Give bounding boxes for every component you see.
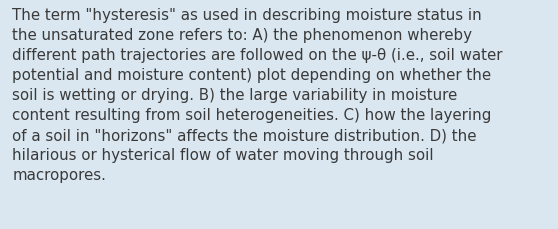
Text: The term "hysteresis" as used in describing moisture status in
the unsaturated z: The term "hysteresis" as used in describ… (12, 8, 503, 183)
